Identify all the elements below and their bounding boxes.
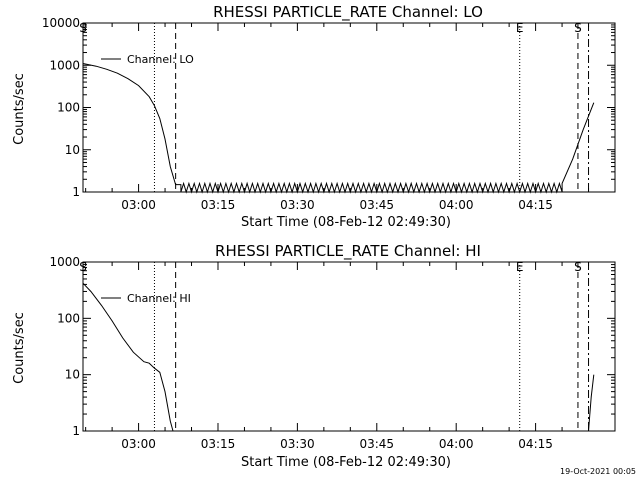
footer-timestamp: 19-Oct-2021 00:05: [560, 467, 636, 476]
hi-legend-label: Channel: HI: [127, 292, 191, 305]
hi-x-tick-label: 03:30: [280, 437, 315, 451]
hi-x-tick-label: 03:15: [201, 437, 236, 451]
hi-plot-frame: [82, 261, 616, 432]
lo-y-tick-label: 10: [65, 143, 80, 157]
lo-x-tick-label: 04:15: [518, 198, 553, 212]
hi-marker-label: E: [516, 260, 524, 274]
hi-chart-title: RHESSI PARTICLE_RATE Channel: HI: [215, 242, 481, 261]
hi-marker-label: S: [79, 260, 87, 274]
lo-x-tick-label: 03:00: [121, 198, 156, 212]
lo-marker-label: S: [79, 21, 87, 35]
lo-marker-label: E: [516, 21, 524, 35]
hi-y-tick-label: 1: [72, 424, 80, 438]
hi-x-tick-label: 03:45: [359, 437, 394, 451]
lo-x-tick-label: 03:15: [201, 198, 236, 212]
lo-x-tick-label: 03:45: [359, 198, 394, 212]
hi-x-tick-label: 04:00: [439, 437, 474, 451]
hi-x-tick-label: 04:15: [518, 437, 553, 451]
lo-marker-label: S: [574, 21, 582, 35]
lo-plot-frame: [82, 22, 616, 193]
lo-chart-title: RHESSI PARTICLE_RATE Channel: LO: [213, 3, 483, 22]
lo-x-tick-label: 04:00: [439, 198, 474, 212]
lo-y-tick-label: 100: [57, 101, 80, 115]
hi-x-axis-label: Start Time (08-Feb-12 02:49:30): [241, 455, 451, 470]
hi-y-tick-label: 100: [57, 311, 80, 325]
hi-series-line: [82, 282, 595, 432]
lo-series-line: [82, 63, 595, 194]
hi-y-axis-label: Counts/sec: [12, 312, 27, 384]
lo-x-tick-label: 03:30: [280, 198, 315, 212]
hi-panel: RHESSI PARTICLE_RATE Channel: HI Start T…: [12, 242, 616, 470]
lo-legend-label: Channel: LO: [127, 53, 194, 66]
hi-y-tick-label: 10: [65, 368, 80, 382]
lo-x-axis-label: Start Time (08-Feb-12 02:49:30): [241, 215, 451, 230]
hi-x-tick-label: 03:00: [121, 437, 156, 451]
lo-panel: RHESSI PARTICLE_RATE Channel: LO Start T…: [12, 3, 616, 230]
hi-marker-label: S: [574, 260, 582, 274]
hi-y-tick-label: 1000: [49, 255, 80, 269]
lo-y-tick-label: 1000: [49, 58, 80, 72]
lo-y-axis-label: Counts/sec: [12, 73, 27, 145]
lo-y-tick-label: 1: [72, 185, 80, 199]
lo-y-tick-label: 10000: [42, 16, 80, 30]
